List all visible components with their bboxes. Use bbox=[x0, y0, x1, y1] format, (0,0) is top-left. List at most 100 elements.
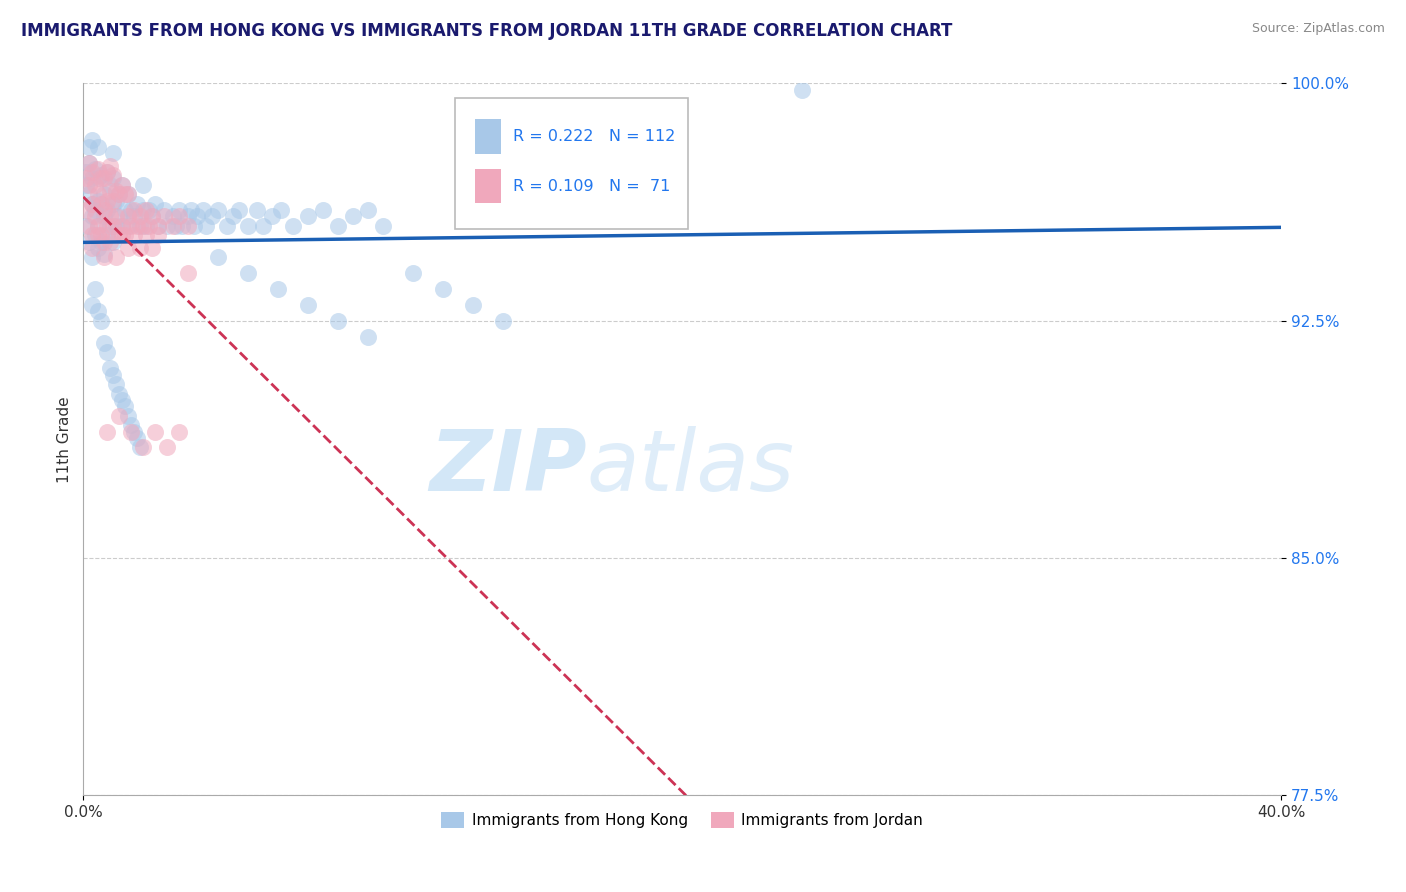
Point bbox=[98, 178, 121, 192]
Text: atlas: atlas bbox=[586, 426, 794, 509]
Point bbox=[127, 196, 149, 211]
Point bbox=[103, 168, 125, 182]
Point bbox=[87, 219, 110, 233]
Point bbox=[491, 314, 513, 328]
Bar bbox=[475, 169, 502, 203]
Point bbox=[297, 210, 319, 224]
Point bbox=[153, 202, 176, 217]
Point bbox=[96, 165, 118, 179]
Point bbox=[111, 178, 134, 192]
Point bbox=[135, 219, 157, 233]
Point bbox=[114, 399, 136, 413]
Point bbox=[790, 83, 813, 97]
Point bbox=[120, 418, 142, 433]
Point bbox=[326, 314, 349, 328]
Point bbox=[90, 228, 112, 243]
Point bbox=[93, 187, 115, 202]
Point bbox=[270, 202, 292, 217]
Point bbox=[111, 219, 134, 233]
Point bbox=[98, 219, 121, 233]
Text: R = 0.222   N = 112: R = 0.222 N = 112 bbox=[513, 129, 676, 144]
Point bbox=[357, 202, 380, 217]
Point bbox=[246, 202, 269, 217]
Point bbox=[103, 194, 125, 208]
Point bbox=[82, 171, 104, 186]
Point bbox=[98, 210, 121, 224]
FancyBboxPatch shape bbox=[454, 98, 688, 229]
Point bbox=[98, 184, 121, 198]
Point bbox=[75, 171, 97, 186]
Point bbox=[90, 235, 112, 249]
Point bbox=[96, 165, 118, 179]
Point bbox=[87, 187, 110, 202]
Point bbox=[93, 235, 115, 249]
Point bbox=[96, 219, 118, 233]
Point bbox=[108, 386, 131, 401]
Point bbox=[153, 210, 176, 224]
Point bbox=[93, 202, 115, 217]
Point bbox=[342, 210, 364, 224]
Point bbox=[156, 219, 179, 233]
Point bbox=[103, 235, 125, 249]
Point bbox=[260, 210, 283, 224]
Point bbox=[103, 146, 125, 161]
Point bbox=[215, 219, 238, 233]
Point bbox=[87, 219, 110, 233]
Point bbox=[108, 187, 131, 202]
Point bbox=[87, 228, 110, 243]
Point bbox=[138, 202, 160, 217]
Point bbox=[297, 298, 319, 312]
Point bbox=[114, 228, 136, 243]
Point bbox=[96, 228, 118, 243]
Point bbox=[117, 219, 139, 233]
Point bbox=[90, 314, 112, 328]
Point bbox=[172, 219, 194, 233]
Point bbox=[114, 202, 136, 217]
Point bbox=[105, 251, 128, 265]
Point bbox=[117, 187, 139, 202]
Point bbox=[105, 184, 128, 198]
Point bbox=[156, 440, 179, 454]
Point bbox=[98, 361, 121, 376]
Point bbox=[98, 159, 121, 173]
Point bbox=[77, 187, 100, 202]
Point bbox=[180, 202, 202, 217]
Point bbox=[326, 219, 349, 233]
Point bbox=[87, 161, 110, 176]
Point bbox=[186, 210, 208, 224]
Point bbox=[84, 282, 107, 296]
Point bbox=[120, 425, 142, 439]
Point bbox=[90, 196, 112, 211]
Point bbox=[183, 219, 205, 233]
Point bbox=[132, 178, 155, 192]
Legend: Immigrants from Hong Kong, Immigrants from Jordan: Immigrants from Hong Kong, Immigrants fr… bbox=[434, 805, 929, 834]
Point bbox=[312, 202, 335, 217]
Point bbox=[357, 329, 380, 343]
Point bbox=[117, 210, 139, 224]
Point bbox=[432, 282, 454, 296]
Text: Source: ZipAtlas.com: Source: ZipAtlas.com bbox=[1251, 22, 1385, 36]
Point bbox=[111, 228, 134, 243]
Point bbox=[127, 431, 149, 445]
Point bbox=[75, 165, 97, 179]
Point bbox=[82, 196, 104, 211]
Text: R = 0.109   N =  71: R = 0.109 N = 71 bbox=[513, 178, 671, 194]
Point bbox=[108, 228, 131, 243]
Point bbox=[135, 228, 157, 243]
Point bbox=[129, 219, 152, 233]
Point bbox=[177, 219, 200, 233]
Point bbox=[93, 171, 115, 186]
Point bbox=[143, 196, 166, 211]
Point bbox=[82, 133, 104, 147]
Point bbox=[90, 196, 112, 211]
Point bbox=[82, 228, 104, 243]
Point bbox=[84, 178, 107, 192]
Point bbox=[167, 210, 190, 224]
Point bbox=[146, 219, 169, 233]
Point bbox=[201, 210, 224, 224]
Point bbox=[87, 304, 110, 318]
Point bbox=[98, 235, 121, 249]
Point bbox=[87, 171, 110, 186]
Point bbox=[105, 219, 128, 233]
Point bbox=[87, 194, 110, 208]
